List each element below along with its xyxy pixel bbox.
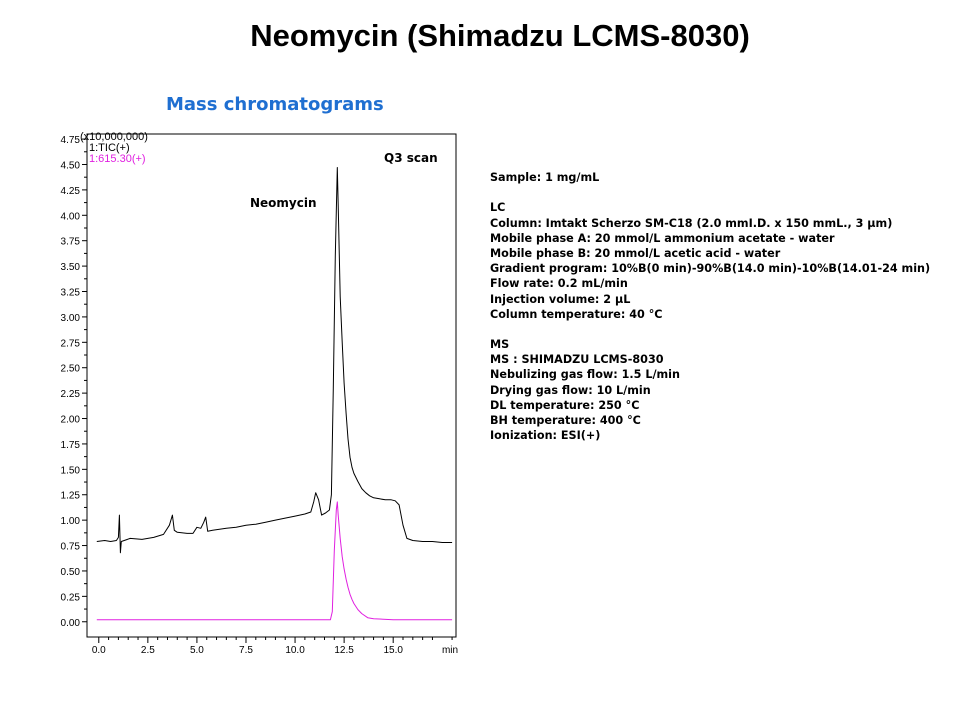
y-tick-label: 1.75 xyxy=(61,440,81,451)
bh-temperature-line: BH temperature: 400 °C xyxy=(490,414,641,427)
y-tick-label: 2.00 xyxy=(61,415,81,426)
analysis-conditions: Sample: 1 mg/mL LC Column: Imtakt Scherz… xyxy=(490,170,930,443)
y-tick-label: 0.50 xyxy=(61,567,81,578)
column-line: Column: Imtakt Scherzo SM-C18 (2.0 mmI.D… xyxy=(490,216,893,230)
axis-ticks: 0.00 0.25 0.50 0.75 1.00 1.25 1.50 1.75 2.00 2.25… xyxy=(61,135,459,656)
y-tick-label: 4.00 xyxy=(61,211,81,222)
y-tick-label: 3.75 xyxy=(61,237,81,248)
y-tick-label: 0.25 xyxy=(61,592,81,603)
flow-rate-line: Flow rate: 0.2 mL/min xyxy=(490,277,628,291)
scan-mode-label: Q3 scan xyxy=(384,151,438,165)
y-tick-label: 1.25 xyxy=(61,491,81,502)
plot-frame xyxy=(86,133,457,638)
y-tick-label: 4.75 xyxy=(61,135,81,146)
column-temperature-line: Column temperature: 40 °C xyxy=(490,307,663,321)
lc-header: LC xyxy=(490,201,506,215)
y-tick-label: 4.50 xyxy=(61,160,81,171)
y-tick-label: 1.50 xyxy=(61,465,81,476)
y-multiplier-label: (x10,000,000) xyxy=(80,131,148,143)
x-tick-label: 5.0 xyxy=(190,645,204,656)
y-tick-label: 3.25 xyxy=(61,288,81,299)
mobile-phase-a-line: Mobile phase A: 20 mmol/L ammonium aceta… xyxy=(490,231,835,245)
x-tick-label: 15.0 xyxy=(383,645,403,656)
x-tick-label: 10.0 xyxy=(285,645,305,656)
mass-chromatogram-chart: 0.00 0.25 0.50 0.75 1.00 1.25 1.50 1.75 2.00 2.25… xyxy=(61,131,459,656)
y-tick-label: 4.25 xyxy=(61,186,81,197)
x-tick-label: 0.0 xyxy=(92,645,106,656)
series-line-tic xyxy=(96,167,453,554)
legend-entry-615: 1:615.30(+) xyxy=(89,153,146,165)
y-tick-label: 2.50 xyxy=(61,364,81,375)
x-tick-label: 7.5 xyxy=(239,645,253,656)
series-lines xyxy=(96,167,453,621)
y-tick-label: 2.75 xyxy=(61,338,81,349)
y-tick-label: 0.00 xyxy=(61,618,81,629)
drying-gas-line: Drying gas flow: 10 L/min xyxy=(490,383,651,397)
gradient-line: Gradient program: 10%B(0 min)-90%B(14.0 … xyxy=(490,262,931,276)
page-title: Neomycin (Shimadzu LCMS-8030) xyxy=(250,18,750,53)
sample-line: Sample: 1 mg/mL xyxy=(490,171,600,184)
x-unit-label: min xyxy=(442,645,458,656)
y-tick-label: 3.00 xyxy=(61,313,81,324)
series-line-615 xyxy=(96,501,453,621)
y-tick-label: 3.50 xyxy=(61,262,81,273)
y-tick-label: 1.00 xyxy=(61,516,81,527)
ms-instrument-line: MS : SHIMADZU LCMS-8030 xyxy=(490,353,664,367)
x-tick-label: 2.5 xyxy=(141,645,155,656)
y-tick-label: 0.75 xyxy=(61,542,81,553)
peak-label: Neomycin xyxy=(250,196,317,210)
dl-temperature-line: DL temperature: 250 °C xyxy=(490,398,640,412)
ms-header: MS xyxy=(490,338,510,352)
mobile-phase-b-line: Mobile phase B: 20 mmol/L acetic acid - … xyxy=(490,246,781,260)
nebulizing-gas-line: Nebulizing gas flow: 1.5 L/min xyxy=(490,368,680,382)
legend-entry-tic: 1:TIC(+) xyxy=(89,142,130,154)
injection-volume-line: Injection volume: 2 µL xyxy=(490,292,631,306)
x-tick-label: 12.5 xyxy=(334,645,354,656)
ionization-line: Ionization: ESI(+) xyxy=(490,429,601,443)
y-tick-label: 2.25 xyxy=(61,389,81,400)
chart-subtitle: Mass chromatograms xyxy=(166,94,384,115)
